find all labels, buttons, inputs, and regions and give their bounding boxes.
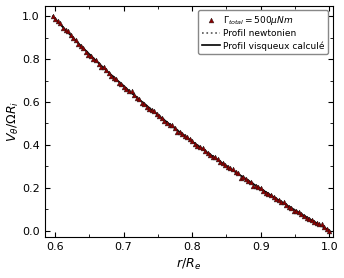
Profil newtonien [225, 164, 229, 168]
Line: Profil visqueux calculé: Profil visqueux calculé [53, 16, 329, 230]
Profil newtonien [250, 182, 255, 185]
$\Gamma_{total} = 500\mu Nm$ [246, 179, 250, 183]
Profil visqueux calculé [84, 49, 88, 53]
X-axis label: $r/R_e$: $r/R_e$ [176, 257, 201, 272]
$\Gamma_{total} = 500\mu Nm$ [327, 229, 331, 232]
$\Gamma_{total} = 500\mu Nm$ [51, 15, 55, 18]
Profil visqueux calculé [51, 15, 55, 18]
Profil newtonien [252, 182, 256, 186]
$\Gamma_{total} = 500\mu Nm$ [178, 130, 182, 133]
Profil newtonien [327, 229, 331, 232]
Profil visqueux calculé [141, 101, 145, 104]
Profil newtonien [160, 116, 164, 120]
Profil newtonien [51, 15, 55, 18]
Line: $\Gamma_{total} = 500\mu Nm$: $\Gamma_{total} = 500\mu Nm$ [51, 14, 332, 233]
Y-axis label: $V_\theta/\Omega R_i$: $V_\theta/\Omega R_i$ [6, 101, 21, 142]
Profil visqueux calculé [160, 117, 164, 120]
$\Gamma_{total} = 500\mu Nm$ [132, 93, 136, 97]
Profil newtonien [141, 101, 145, 104]
Profil visqueux calculé [327, 229, 331, 232]
Legend: $\Gamma_{total} = 500\mu Nm$, Profil newtonien, Profil visqueux calculé: $\Gamma_{total} = 500\mu Nm$, Profil new… [198, 10, 328, 54]
$\Gamma_{total} = 500\mu Nm$ [310, 219, 314, 222]
Profil visqueux calculé [252, 183, 256, 186]
Profil visqueux calculé [225, 165, 229, 168]
$\Gamma_{total} = 500\mu Nm$ [320, 223, 324, 226]
$\Gamma_{total} = 500\mu Nm$ [185, 136, 190, 139]
Profil visqueux calculé [250, 182, 255, 185]
Line: Profil newtonien: Profil newtonien [53, 16, 329, 230]
Profil newtonien [84, 49, 88, 53]
